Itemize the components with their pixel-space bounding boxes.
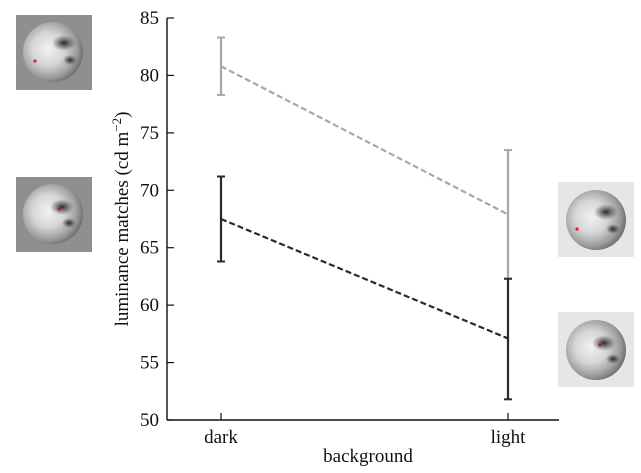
series-line-2	[220, 217, 509, 340]
stimulus-image-dark-dot	[16, 15, 92, 90]
y-tick-label: 80	[140, 65, 159, 86]
y-axis-label-superscript: −2	[109, 118, 124, 132]
error-bar	[504, 149, 512, 280]
y-axis-ticks: 50 55 60 65 70 75 80 85	[140, 8, 174, 431]
y-tick-label: 85	[140, 8, 159, 29]
y-tick-label: 70	[140, 180, 159, 201]
y-tick-label: 75	[140, 123, 159, 144]
y-tick-label: 60	[140, 295, 159, 316]
x-tick-label: dark	[204, 427, 238, 448]
y-tick-label: 55	[140, 353, 159, 374]
series-line-1	[220, 65, 509, 216]
x-axis-label: background	[323, 446, 413, 467]
error-bar	[217, 175, 225, 263]
y-tick-label: 65	[140, 238, 159, 259]
x-tick-label: light	[491, 427, 527, 448]
x-axis-ticks: dark light	[204, 413, 526, 448]
y-axis-label: luminance matches (cd m−2)	[109, 112, 133, 327]
error-bar	[504, 277, 512, 401]
stimulus-image-light	[558, 312, 634, 387]
y-tick-label: 50	[140, 410, 159, 431]
stimulus-image-light-dot	[558, 182, 634, 257]
series-layer	[217, 36, 512, 401]
y-axis-label-main: luminance matches (cd m	[112, 132, 133, 327]
y-axis-label-close: )	[112, 112, 133, 118]
error-bar	[217, 36, 225, 96]
stimulus-image-dark	[16, 177, 92, 252]
